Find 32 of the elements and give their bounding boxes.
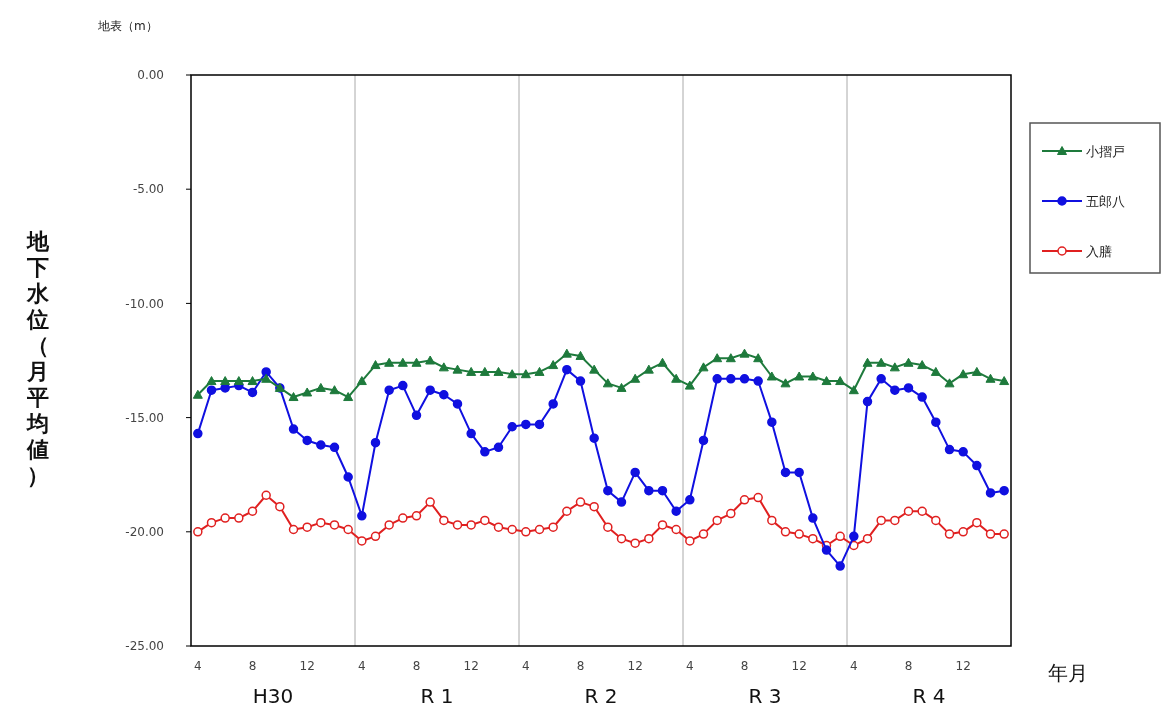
y-tick-label: -20.00 bbox=[125, 525, 164, 539]
x-tick-label: 8 bbox=[904, 659, 913, 673]
x-tick-label: 4 bbox=[686, 659, 694, 673]
x-tick-label: 4 bbox=[522, 659, 530, 673]
y-tick-label: -15.00 bbox=[125, 410, 164, 425]
text: 地表（m） bbox=[97, 19, 158, 33]
x-tick-label: 8 bbox=[248, 659, 257, 673]
x-tick-label: 8 bbox=[412, 659, 421, 673]
y-tick-label: -25.00 bbox=[125, 639, 164, 654]
x-tick-label: 12 bbox=[791, 659, 807, 673]
x-tick-label: 4 bbox=[194, 659, 202, 673]
x-tick-label: 12 bbox=[627, 659, 643, 673]
x-axis-title: 年月 bbox=[1048, 661, 1088, 685]
x-tick-label: 4 bbox=[850, 659, 858, 673]
legend-label: 入膳 bbox=[1086, 243, 1112, 259]
x-tick-label: 12 bbox=[299, 659, 315, 673]
x-tick-label: 4 bbox=[358, 659, 366, 673]
y-tick-label: -5.00 bbox=[132, 182, 164, 197]
text: R 2 bbox=[584, 684, 618, 708]
x-tick-label: 8 bbox=[740, 659, 749, 673]
legend-label: 小摺戸 bbox=[1086, 143, 1125, 159]
x-tick-label: 8 bbox=[576, 659, 585, 673]
y-tick-label: -10.00 bbox=[125, 296, 164, 311]
legend-label: 五郎八 bbox=[1086, 193, 1125, 209]
text: R 1 bbox=[420, 684, 454, 708]
text: 地下水位（月平均値） bbox=[27, 228, 49, 488]
text: R 3 bbox=[748, 684, 782, 708]
x-tick-label: 12 bbox=[955, 659, 971, 673]
y-tick-label: 0.00 bbox=[137, 68, 164, 83]
x-tick-label: 12 bbox=[463, 659, 479, 673]
text: R 4 bbox=[912, 684, 946, 708]
text: H30 bbox=[252, 684, 294, 708]
